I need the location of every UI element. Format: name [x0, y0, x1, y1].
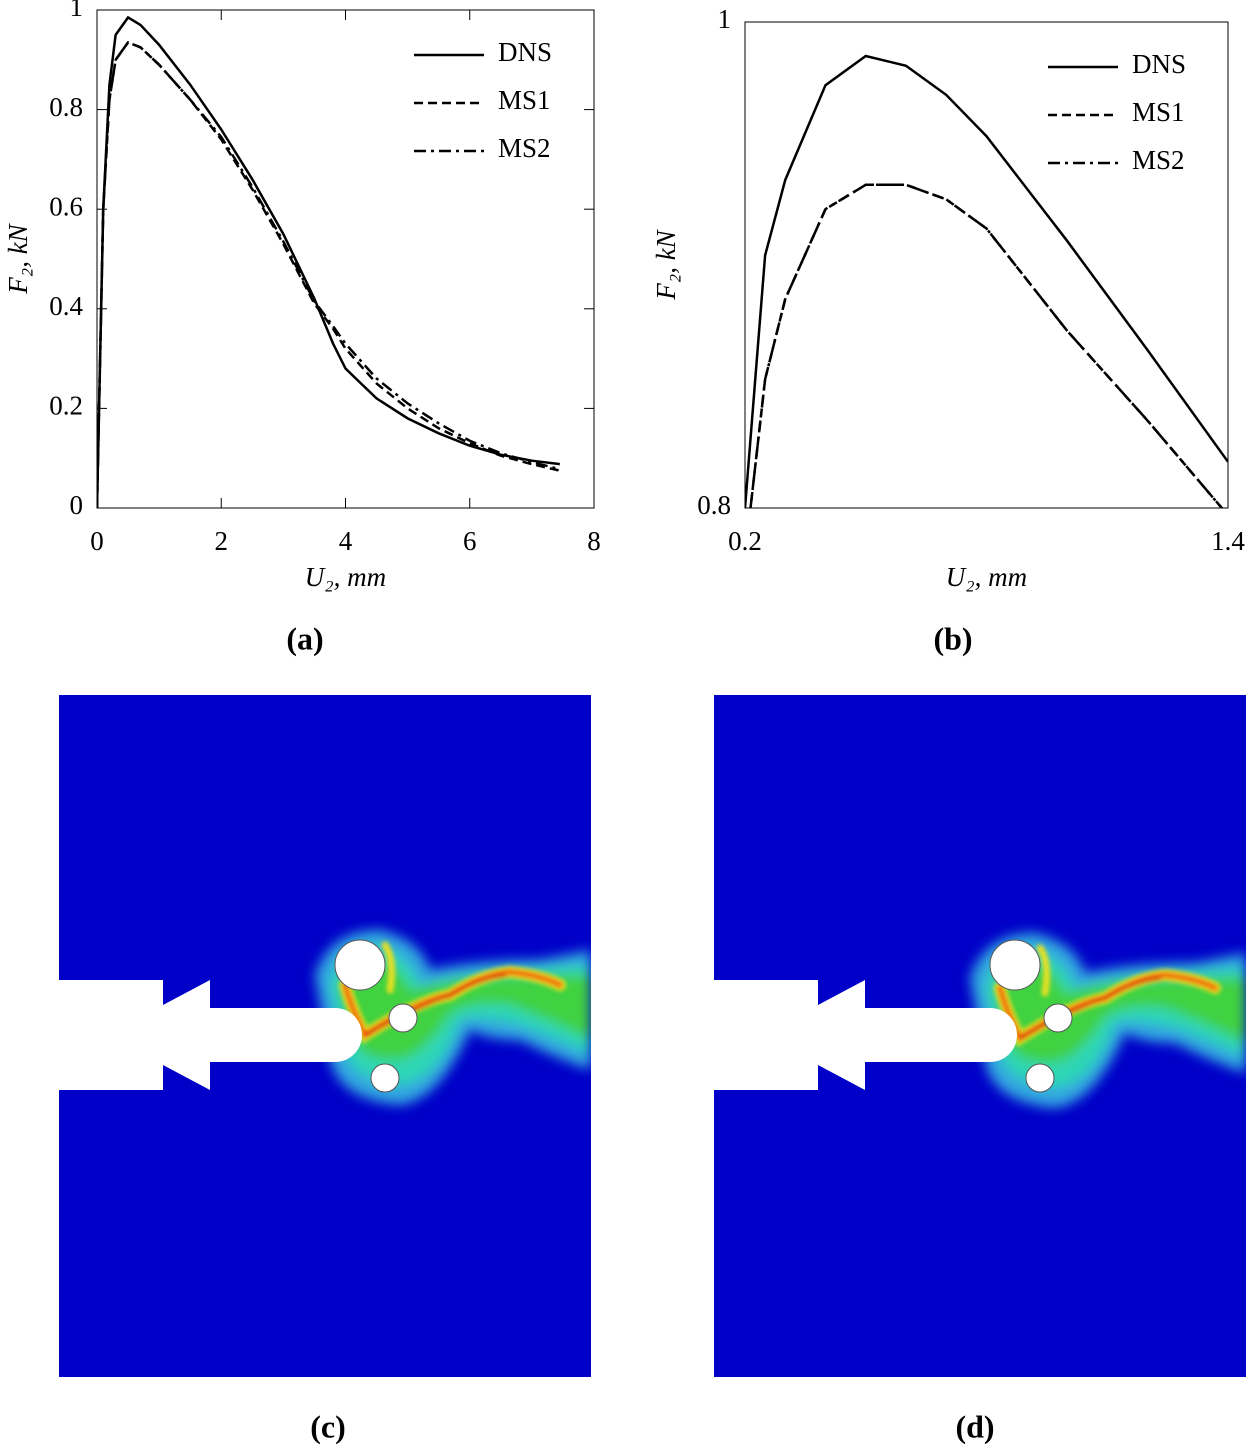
x-tick-label: 4 [339, 526, 353, 556]
panel-label: (d) [955, 1408, 994, 1444]
line-series [97, 40, 561, 508]
line-series [749, 183, 1224, 508]
x-axis-label: U₂, mm [305, 562, 386, 592]
y-tick-label: 0.4 [49, 291, 83, 321]
x-axis-label: U₂, mm [946, 562, 1027, 592]
line-series [745, 54, 1228, 508]
panel-label: (a) [286, 620, 323, 656]
y-tick-label: 0.8 [697, 490, 731, 520]
x-tick-label: 2 [215, 526, 229, 556]
legend-label: DNS [1132, 49, 1186, 79]
y-axis-label: F₂, kN [651, 228, 681, 300]
y-tick-label: 0 [70, 490, 84, 520]
legend-label: MS2 [1132, 145, 1185, 175]
x-tick-label: 0.2 [728, 526, 762, 556]
plot-frame [96, 9, 595, 509]
line-series [749, 183, 1224, 508]
legend-label: MS1 [1132, 97, 1185, 127]
contour-plot-d [714, 695, 1246, 1377]
contour-plot-c [59, 695, 591, 1377]
legend-label: MS1 [498, 85, 551, 115]
line-series [97, 40, 561, 508]
x-tick-label: 1.4 [1211, 526, 1245, 556]
x-tick-label: 0 [90, 526, 104, 556]
line-series [97, 15, 560, 508]
x-tick-label: 8 [587, 526, 601, 556]
y-tick-label: 1 [718, 4, 732, 34]
y-axis-label: F₂, kN [3, 222, 33, 294]
panel-label: (c) [310, 1408, 346, 1444]
panel-label: (b) [933, 620, 972, 656]
y-tick-label: 0.2 [49, 391, 83, 421]
legend-label: MS2 [498, 133, 551, 163]
legend-label: DNS [498, 37, 552, 67]
y-tick-label: 0.6 [49, 191, 83, 221]
x-tick-label: 6 [463, 526, 477, 556]
y-tick-label: 0.8 [49, 92, 83, 122]
plot-frame [744, 21, 1229, 509]
y-tick-label: 1 [70, 0, 84, 22]
